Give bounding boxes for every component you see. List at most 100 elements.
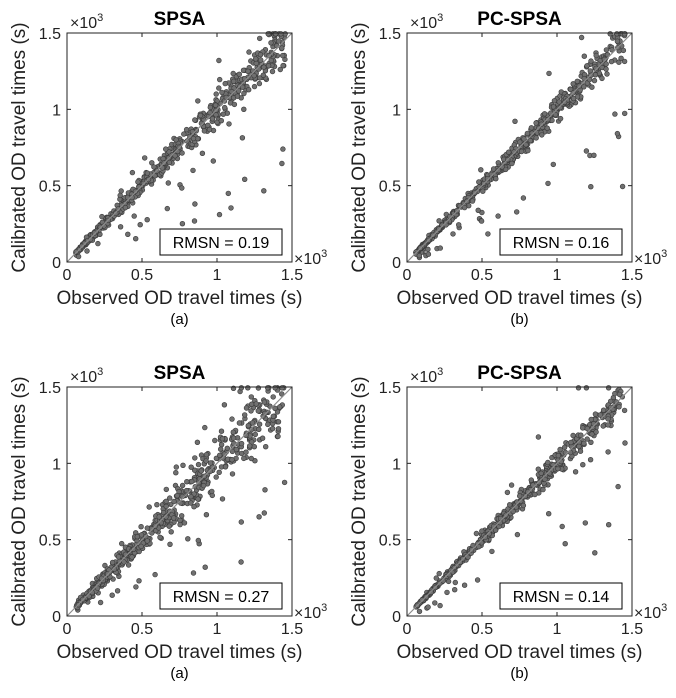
y-tick-label: 1: [392, 102, 401, 119]
data-point: [256, 426, 262, 432]
data-point: [87, 236, 94, 243]
data-point: [456, 222, 462, 228]
data-point: [592, 72, 599, 78]
data-point: [183, 126, 190, 133]
x-tick-label: 0: [63, 267, 72, 284]
data-point: [245, 68, 251, 75]
data-point: [604, 71, 610, 77]
data-point: [202, 564, 208, 570]
data-point: [180, 462, 186, 468]
data-point: [275, 419, 282, 425]
data-point: [473, 530, 480, 537]
data-point: [238, 519, 245, 525]
data-point: [172, 153, 178, 159]
data-point: [165, 180, 172, 186]
data-point: [241, 106, 247, 113]
data-point: [528, 477, 534, 483]
x-multiplier: ×103: [634, 248, 667, 268]
y-tick-label: 0: [392, 255, 401, 272]
data-point: [256, 421, 263, 427]
data-point: [272, 405, 278, 411]
y-multiplier: ×103: [410, 12, 443, 32]
data-point: [452, 586, 458, 593]
x-multiplier: ×103: [294, 602, 327, 622]
data-point: [261, 188, 267, 194]
data-point: [574, 78, 580, 85]
data-point: [562, 540, 568, 547]
data-point: [118, 540, 125, 547]
y-tick-label: 1.5: [379, 380, 401, 397]
data-point: [181, 131, 187, 137]
data-point: [173, 470, 179, 476]
data-point: [474, 577, 481, 583]
data-point: [619, 183, 626, 190]
data-point: [125, 562, 132, 568]
data-point: [489, 548, 495, 555]
data-point: [583, 148, 590, 154]
data-point: [576, 443, 582, 450]
data-point: [269, 68, 276, 75]
y-tick-label: 0: [392, 609, 401, 626]
data-point: [538, 470, 544, 476]
data-point: [154, 502, 160, 508]
data-point: [195, 496, 201, 502]
data-point: [607, 398, 614, 404]
rmsn-label: RMSN = 0.16: [513, 235, 610, 252]
data-point: [164, 205, 171, 212]
data-point: [149, 160, 155, 166]
y-tick-label: 0.5: [39, 533, 61, 550]
data-point: [584, 63, 590, 69]
x-tick-label: 1: [213, 267, 222, 284]
data-point: [183, 487, 190, 494]
data-point: [436, 570, 442, 577]
data-point: [504, 489, 511, 496]
data-point: [257, 51, 264, 58]
data-point: [213, 455, 220, 461]
data-point: [216, 211, 223, 218]
y-tick-label: 1.5: [379, 26, 401, 43]
data-point: [203, 452, 210, 458]
data-point: [476, 543, 482, 550]
data-point: [539, 132, 545, 138]
data-point: [152, 571, 158, 578]
data-point: [578, 432, 584, 438]
data-point: [484, 176, 491, 182]
data-point: [575, 385, 582, 391]
data-point: [146, 504, 152, 510]
data-point: [620, 47, 627, 54]
data-point: [433, 575, 439, 581]
data-point: [137, 222, 143, 228]
data-point: [532, 491, 538, 498]
data-point: [605, 449, 611, 455]
data-point: [230, 429, 237, 435]
x-axis-label: Observed OD travel times (s): [397, 642, 643, 663]
data-point: [188, 464, 194, 470]
rmsn-label: RMSN = 0.19: [173, 235, 270, 252]
data-point: [218, 117, 225, 124]
data-point: [160, 155, 166, 162]
data-point: [118, 188, 124, 194]
data-point: [621, 58, 628, 65]
data-point: [113, 210, 119, 217]
data-point: [600, 407, 607, 413]
y-axis-label: Calibrated OD travel times (s): [349, 22, 370, 272]
x-tick-label: 1.5: [621, 267, 643, 284]
data-point: [217, 452, 223, 458]
data-point: [612, 390, 618, 397]
rmsn-box: [159, 228, 283, 256]
data-point: [591, 77, 598, 84]
data-point: [99, 213, 105, 220]
y-tick-label: 1.5: [39, 380, 61, 397]
data-point: [156, 514, 162, 520]
data-point: [221, 402, 228, 408]
data-point: [236, 420, 243, 426]
data-point: [555, 452, 561, 459]
data-point: [122, 204, 129, 211]
data-point: [621, 407, 628, 414]
data-point: [75, 253, 82, 260]
data-point: [508, 482, 515, 488]
y-tick-label: 1: [52, 456, 61, 473]
data-point: [192, 467, 198, 473]
data-point: [171, 515, 177, 521]
